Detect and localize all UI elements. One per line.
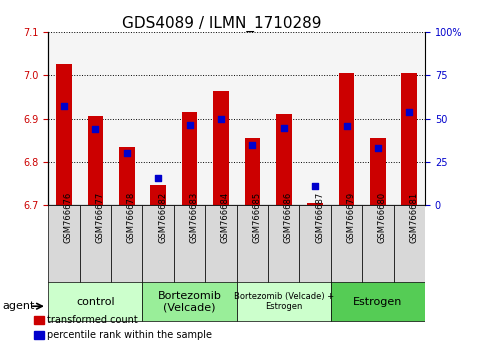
Point (92, 127, 99, 132)
FancyBboxPatch shape (142, 205, 174, 283)
Bar (276, 114, 292, 205)
Point (343, 124, 351, 129)
FancyBboxPatch shape (237, 205, 268, 283)
FancyBboxPatch shape (142, 282, 237, 321)
Text: GSM766684: GSM766684 (221, 192, 230, 242)
Text: GSM766678: GSM766678 (127, 192, 136, 242)
FancyBboxPatch shape (268, 205, 299, 283)
Point (312, 183, 319, 189)
Text: GSM766677: GSM766677 (96, 192, 104, 242)
Point (406, 109, 413, 114)
Bar (150, 184, 166, 205)
Text: GSM766687: GSM766687 (315, 192, 324, 242)
Bar (56, 64, 72, 205)
Bar (401, 73, 417, 205)
Text: Bortezomib (Velcade) +
Estrogen: Bortezomib (Velcade) + Estrogen (234, 292, 334, 312)
Point (217, 116, 225, 121)
Text: GSM766682: GSM766682 (158, 192, 167, 242)
Text: agent: agent (2, 301, 35, 311)
Text: Bortezomib
(Velcade): Bortezomib (Velcade) (157, 291, 222, 313)
Text: GSM766686: GSM766686 (284, 192, 293, 242)
FancyBboxPatch shape (48, 282, 142, 321)
Text: GSM766680: GSM766680 (378, 192, 387, 242)
FancyBboxPatch shape (237, 282, 331, 321)
Bar (87, 116, 103, 205)
Bar (213, 91, 229, 205)
Text: GSM766679: GSM766679 (347, 192, 355, 242)
Bar (339, 73, 355, 205)
Point (60, 103, 68, 108)
Bar (182, 112, 198, 205)
FancyBboxPatch shape (174, 205, 205, 283)
FancyBboxPatch shape (394, 205, 425, 283)
FancyBboxPatch shape (48, 205, 80, 283)
FancyBboxPatch shape (362, 205, 394, 283)
FancyBboxPatch shape (111, 205, 142, 283)
Bar (370, 138, 386, 205)
Bar (307, 203, 323, 205)
Point (186, 122, 194, 128)
Text: GSM766683: GSM766683 (189, 192, 199, 242)
Point (374, 145, 382, 151)
Point (155, 176, 162, 181)
Bar (244, 138, 260, 205)
Text: GDS4089 / ILMN_1710289: GDS4089 / ILMN_1710289 (122, 16, 322, 32)
Text: GSM766685: GSM766685 (253, 192, 261, 242)
Text: GSM766681: GSM766681 (410, 192, 418, 242)
FancyBboxPatch shape (331, 205, 362, 283)
FancyBboxPatch shape (331, 282, 425, 321)
Text: control: control (76, 297, 114, 307)
FancyBboxPatch shape (205, 205, 237, 283)
Legend: transformed count, percentile rank within the sample: transformed count, percentile rank withi… (34, 315, 213, 340)
Point (249, 142, 256, 148)
Text: GSM766676: GSM766676 (64, 192, 73, 242)
Point (123, 150, 130, 156)
FancyBboxPatch shape (80, 205, 111, 283)
FancyBboxPatch shape (299, 205, 331, 283)
Point (280, 125, 288, 131)
Bar (119, 147, 135, 205)
Text: Estrogen: Estrogen (353, 297, 403, 307)
